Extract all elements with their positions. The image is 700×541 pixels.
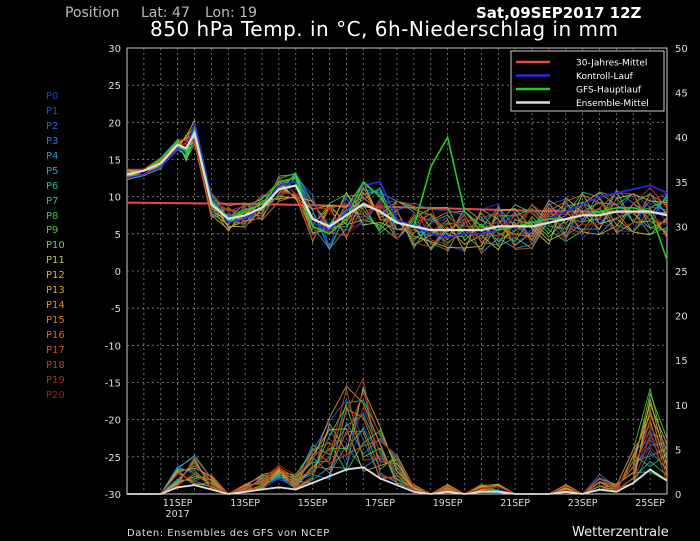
x-tick-label: 17SEP (365, 498, 395, 509)
latitude-label: Lat: 47 (141, 5, 190, 21)
y-right-tick-label: 45 (675, 89, 688, 100)
member-label-p8: P8 (46, 210, 59, 222)
member-label-p12: P12 (46, 270, 65, 282)
brand-label: Wetterzentrale (572, 525, 669, 540)
longitude-label: Lon: 19 (205, 5, 257, 21)
y-left-tick-label: 0 (115, 267, 121, 278)
x-tick-label: 25SEP (635, 498, 665, 509)
member-label-p18: P18 (46, 359, 65, 371)
member-label-p5: P5 (46, 165, 59, 177)
legend-label: GFS-Hauptlauf (576, 86, 642, 96)
y-right-tick-label: 15 (675, 356, 688, 367)
y-right-tick-label: 50 (675, 44, 688, 55)
y-left-tick-label: -10 (105, 341, 121, 352)
member-label-p16: P16 (46, 330, 65, 341)
member-label-p19: P19 (46, 374, 65, 386)
y-right-tick-label: 35 (675, 178, 688, 189)
member-label-p6: P6 (46, 180, 59, 192)
y-left-tick-label: -20 (105, 416, 121, 427)
member-label-p15: P15 (46, 315, 65, 327)
y-left-tick-label: -25 (105, 453, 121, 464)
y-left-tick-label: 10 (108, 193, 121, 204)
legend-label: 30-Jahres-Mittel (576, 59, 647, 69)
x-tick-label: 23SEP (568, 498, 598, 509)
member-label-p11: P11 (46, 255, 65, 267)
x-tick-label: 15SEP (298, 498, 328, 509)
x-tick-label: 13SEP (230, 498, 260, 509)
legend-label: Kontroll-Lauf (576, 72, 634, 82)
y-left-tick-label: -15 (105, 379, 121, 390)
member-label-p13: P13 (46, 285, 65, 297)
y-right-tick-label: 30 (675, 222, 688, 233)
y-left-tick-label: 15 (108, 156, 121, 167)
member-label-p9: P9 (46, 225, 59, 237)
member-list: P0 P1 P2 P3 P4 P5 P6 P7 P8 P9 P10 P11 P12 P13 P14 P15 P1… (46, 90, 86, 404)
run-date: Sat,09SEP2017 12Z (476, 4, 642, 22)
member-precip-line-p18 (127, 376, 668, 495)
member-label-p14: P14 (46, 300, 65, 312)
x-tick-label: 19SEP (433, 498, 463, 509)
y-left-tick-label: 25 (108, 81, 121, 92)
member-label-p20: P20 (46, 389, 65, 401)
member-label-p3: P3 (46, 135, 59, 147)
member-label-p10: P10 (46, 240, 65, 252)
y-left-tick-label: 20 (108, 118, 121, 129)
y-left-tick-label: 5 (115, 230, 121, 241)
data-source: Daten: Ensembles des GFS von NCEP (127, 528, 330, 539)
y-left-tick-label: 30 (108, 44, 121, 55)
y-right-tick-label: 40 (675, 133, 688, 144)
member-label-p2: P2 (46, 120, 59, 132)
member-label-p4: P4 (46, 150, 59, 162)
y-right-tick-label: 25 (675, 267, 688, 278)
member-label-p1: P1 (46, 105, 59, 117)
y-left-tick-label: -30 (105, 490, 121, 501)
y-right-tick-label: 10 (675, 401, 688, 412)
x-tick-label: 11SEP (163, 498, 193, 509)
y-right-tick-label: 5 (675, 445, 681, 456)
x-tick-sublabel: 2017 (166, 509, 190, 520)
ensemble-mean-precip-line (127, 466, 668, 495)
member-label-p7: P7 (46, 195, 59, 207)
y-right-tick-label: 20 (675, 312, 688, 323)
member-label-p0: P0 (46, 91, 59, 102)
member-temp-line-p20 (126, 138, 668, 241)
chart-title: 850 hPa Temp. in °C, 6h-Niederschlag in … (150, 17, 619, 41)
legend-label: Ensemble-Mittel (576, 99, 649, 109)
x-tick-label: 21SEP (500, 498, 530, 509)
y-right-tick-label: 0 (675, 490, 681, 501)
position-label: Position (65, 5, 120, 21)
y-left-tick-label: -5 (111, 304, 121, 315)
control-run-line (126, 122, 668, 239)
member-label-p17: P17 (46, 344, 65, 356)
ensemble-mean-line (126, 130, 668, 232)
